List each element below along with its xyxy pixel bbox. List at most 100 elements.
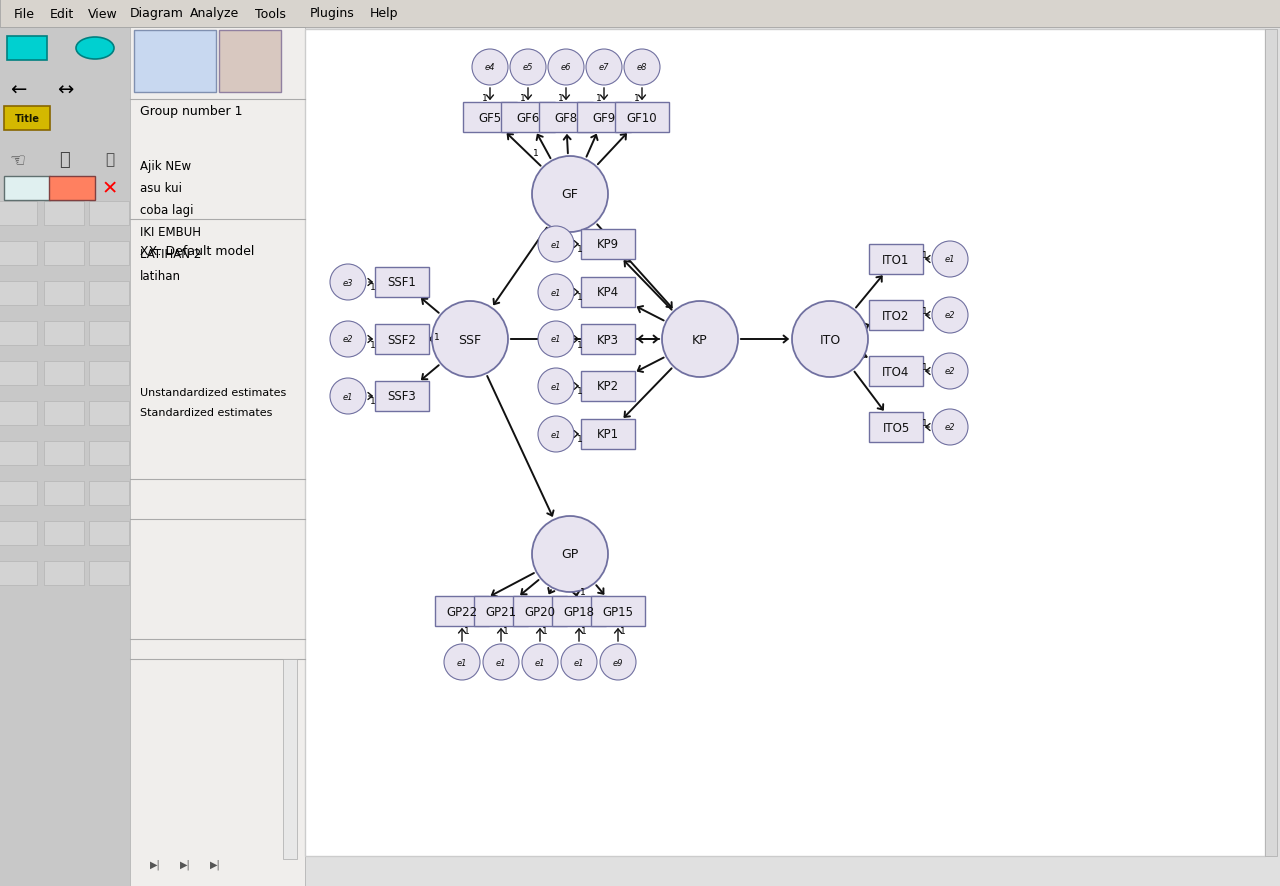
Text: latihan: latihan	[140, 269, 180, 283]
FancyBboxPatch shape	[44, 562, 84, 586]
Text: Group number 1: Group number 1	[140, 105, 242, 118]
FancyBboxPatch shape	[44, 401, 84, 425]
FancyBboxPatch shape	[0, 0, 1280, 28]
Circle shape	[330, 322, 366, 358]
Text: 1: 1	[543, 626, 548, 635]
Text: e2: e2	[945, 311, 955, 320]
FancyBboxPatch shape	[869, 356, 923, 386]
FancyBboxPatch shape	[435, 596, 489, 626]
Text: KP2: KP2	[596, 380, 620, 393]
Circle shape	[538, 369, 573, 405]
Text: 1: 1	[503, 626, 509, 635]
Text: 1: 1	[483, 94, 488, 104]
Circle shape	[509, 50, 547, 86]
Text: e1: e1	[343, 392, 353, 401]
FancyBboxPatch shape	[552, 596, 605, 626]
FancyBboxPatch shape	[44, 202, 84, 226]
Text: KP9: KP9	[596, 238, 620, 252]
Text: 1: 1	[580, 587, 586, 596]
FancyBboxPatch shape	[4, 177, 50, 201]
FancyBboxPatch shape	[305, 30, 1265, 856]
FancyBboxPatch shape	[44, 282, 84, 306]
Circle shape	[483, 644, 518, 680]
Circle shape	[548, 50, 584, 86]
Ellipse shape	[76, 38, 114, 60]
Text: KP3: KP3	[596, 333, 620, 346]
Circle shape	[538, 275, 573, 311]
Text: GF6: GF6	[516, 112, 540, 124]
Text: 1: 1	[370, 340, 376, 349]
FancyBboxPatch shape	[375, 268, 429, 298]
FancyBboxPatch shape	[90, 522, 129, 546]
Text: e1: e1	[535, 657, 545, 667]
Text: 1: 1	[581, 626, 586, 635]
Text: coba lagi: coba lagi	[140, 204, 193, 217]
FancyBboxPatch shape	[0, 28, 131, 886]
Circle shape	[433, 301, 508, 377]
Text: e1: e1	[550, 288, 561, 297]
FancyBboxPatch shape	[0, 322, 37, 346]
Text: 1: 1	[434, 332, 440, 342]
Text: File: File	[14, 7, 35, 20]
Text: e1: e1	[457, 657, 467, 667]
FancyBboxPatch shape	[0, 562, 37, 586]
FancyBboxPatch shape	[0, 401, 37, 425]
Text: KP: KP	[692, 333, 708, 346]
FancyBboxPatch shape	[0, 441, 37, 465]
FancyBboxPatch shape	[1265, 30, 1277, 856]
FancyBboxPatch shape	[44, 522, 84, 546]
Text: 1: 1	[922, 362, 928, 371]
Circle shape	[932, 354, 968, 390]
Text: SSF2: SSF2	[388, 333, 416, 346]
FancyBboxPatch shape	[0, 202, 37, 226]
Text: ✕: ✕	[102, 179, 118, 198]
Circle shape	[538, 322, 573, 358]
FancyBboxPatch shape	[219, 31, 282, 93]
Circle shape	[586, 50, 622, 86]
Text: KP1: KP1	[596, 428, 620, 441]
Text: ITO2: ITO2	[882, 309, 910, 323]
FancyBboxPatch shape	[0, 522, 37, 546]
FancyBboxPatch shape	[90, 441, 129, 465]
Text: 1: 1	[577, 293, 582, 302]
Text: ☜: ☜	[10, 151, 26, 169]
FancyBboxPatch shape	[375, 382, 429, 411]
Text: GP22: GP22	[447, 605, 477, 618]
Text: Diagram: Diagram	[131, 7, 184, 20]
FancyBboxPatch shape	[44, 441, 84, 465]
FancyBboxPatch shape	[90, 322, 129, 346]
FancyBboxPatch shape	[0, 242, 37, 266]
Text: GP15: GP15	[603, 605, 634, 618]
FancyBboxPatch shape	[581, 277, 635, 307]
FancyBboxPatch shape	[581, 371, 635, 401]
Text: GF10: GF10	[627, 112, 658, 124]
Text: e6: e6	[561, 64, 571, 73]
Text: e4: e4	[485, 64, 495, 73]
FancyBboxPatch shape	[44, 242, 84, 266]
Text: 1: 1	[577, 340, 582, 349]
Text: IKI EMBUH: IKI EMBUH	[140, 226, 201, 238]
Text: 1: 1	[922, 418, 928, 427]
Circle shape	[330, 265, 366, 300]
Text: 1: 1	[370, 397, 376, 406]
FancyBboxPatch shape	[90, 562, 129, 586]
FancyBboxPatch shape	[869, 245, 923, 275]
FancyBboxPatch shape	[581, 229, 635, 260]
Text: e1: e1	[550, 240, 561, 249]
Circle shape	[472, 50, 508, 86]
Text: ←: ←	[10, 81, 26, 99]
Text: 1: 1	[577, 435, 582, 444]
Text: Edit: Edit	[50, 7, 74, 20]
FancyBboxPatch shape	[539, 103, 593, 133]
FancyBboxPatch shape	[134, 31, 216, 93]
FancyBboxPatch shape	[90, 481, 129, 505]
FancyBboxPatch shape	[513, 596, 567, 626]
Circle shape	[330, 378, 366, 415]
Circle shape	[600, 644, 636, 680]
Text: e1: e1	[550, 335, 561, 344]
Circle shape	[532, 517, 608, 593]
Circle shape	[662, 301, 739, 377]
Text: GF9: GF9	[593, 112, 616, 124]
Text: SSF3: SSF3	[388, 390, 416, 403]
Text: e9: e9	[613, 657, 623, 667]
